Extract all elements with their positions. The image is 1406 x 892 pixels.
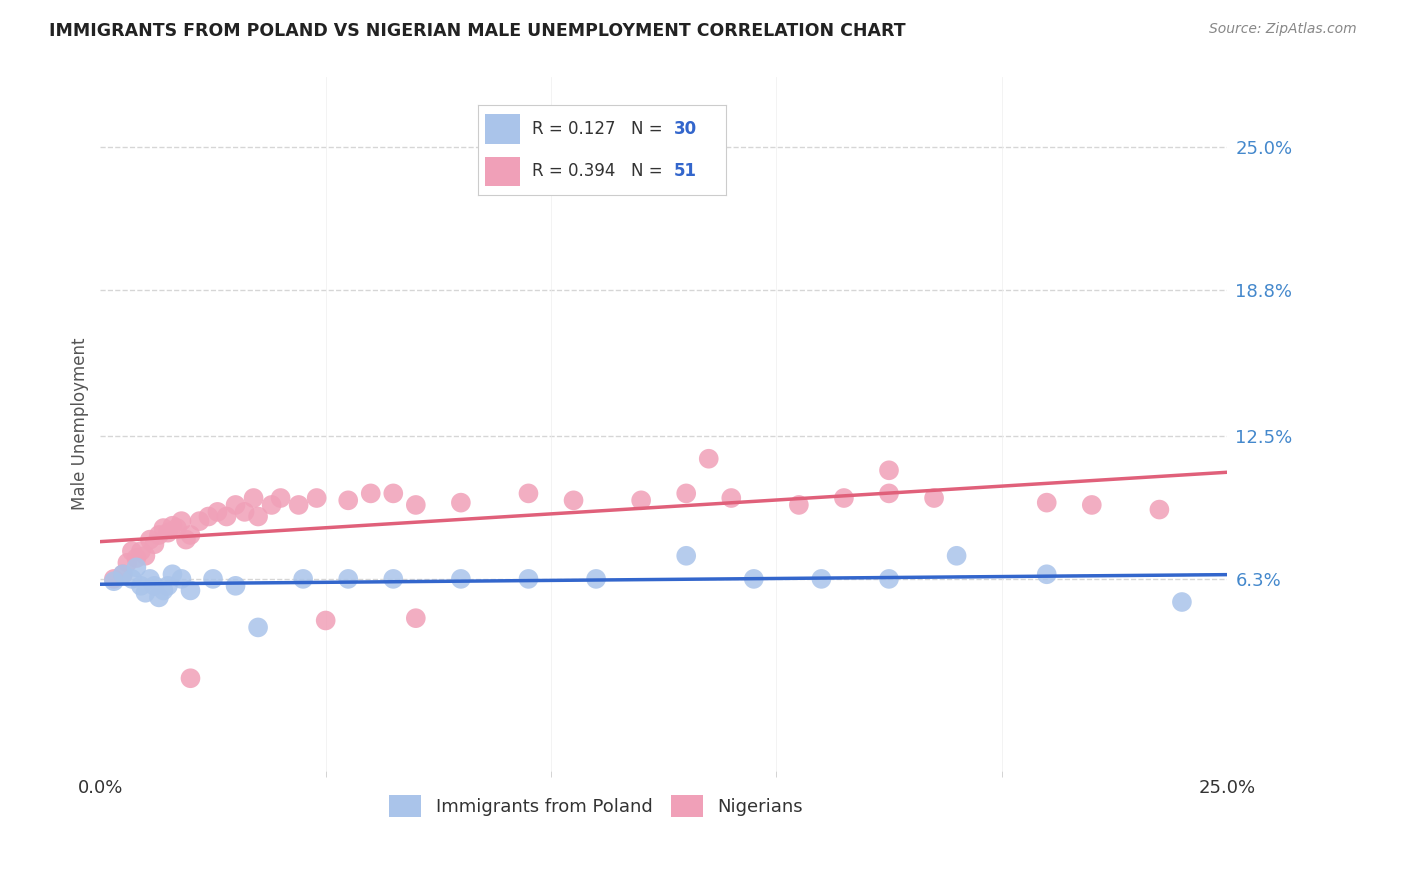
Point	[162, 518, 184, 533]
Point	[742, 572, 765, 586]
Point	[877, 463, 900, 477]
Point	[337, 493, 360, 508]
Point	[148, 591, 170, 605]
Point	[315, 614, 337, 628]
Point	[337, 572, 360, 586]
Point	[697, 451, 720, 466]
Point	[121, 544, 143, 558]
Point	[139, 533, 162, 547]
Point	[630, 493, 652, 508]
Point	[152, 521, 174, 535]
Point	[121, 572, 143, 586]
Point	[125, 551, 148, 566]
Point	[162, 567, 184, 582]
Point	[517, 572, 540, 586]
Text: IMMIGRANTS FROM POLAND VS NIGERIAN MALE UNEMPLOYMENT CORRELATION CHART: IMMIGRANTS FROM POLAND VS NIGERIAN MALE …	[49, 22, 905, 40]
Point	[170, 514, 193, 528]
Point	[787, 498, 810, 512]
Point	[405, 611, 427, 625]
Point	[134, 549, 156, 563]
Point	[143, 579, 166, 593]
Point	[247, 509, 270, 524]
Point	[877, 572, 900, 586]
Point	[129, 579, 152, 593]
Point	[117, 556, 139, 570]
Point	[197, 509, 219, 524]
Point	[111, 567, 134, 582]
Point	[1171, 595, 1194, 609]
Point	[170, 572, 193, 586]
Point	[450, 495, 472, 509]
Point	[134, 586, 156, 600]
Point	[143, 537, 166, 551]
Point	[233, 505, 256, 519]
Point	[111, 567, 134, 582]
Point	[207, 505, 229, 519]
Point	[260, 498, 283, 512]
Point	[139, 572, 162, 586]
Point	[129, 544, 152, 558]
Point	[103, 574, 125, 589]
Text: Source: ZipAtlas.com: Source: ZipAtlas.com	[1209, 22, 1357, 37]
Point	[156, 579, 179, 593]
Point	[405, 498, 427, 512]
Point	[270, 491, 292, 505]
Point	[382, 486, 405, 500]
Point	[225, 498, 247, 512]
Point	[179, 671, 201, 685]
Point	[225, 579, 247, 593]
Legend: Immigrants from Poland, Nigerians: Immigrants from Poland, Nigerians	[381, 788, 810, 824]
Point	[152, 583, 174, 598]
Point	[810, 572, 832, 586]
Y-axis label: Male Unemployment: Male Unemployment	[72, 338, 89, 510]
Point	[922, 491, 945, 505]
Point	[1081, 498, 1104, 512]
Point	[675, 549, 697, 563]
Point	[360, 486, 382, 500]
Point	[247, 620, 270, 634]
Point	[103, 572, 125, 586]
Point	[148, 528, 170, 542]
Point	[832, 491, 855, 505]
Point	[174, 533, 197, 547]
Point	[720, 491, 742, 505]
Point	[945, 549, 967, 563]
Point	[179, 528, 201, 542]
Point	[562, 493, 585, 508]
Point	[1035, 567, 1057, 582]
Point	[215, 509, 238, 524]
Point	[517, 486, 540, 500]
Point	[179, 583, 201, 598]
Point	[382, 572, 405, 586]
Point	[450, 572, 472, 586]
Point	[305, 491, 328, 505]
Point	[125, 560, 148, 574]
Point	[242, 491, 264, 505]
Point	[292, 572, 315, 586]
Point	[1149, 502, 1171, 516]
Point	[287, 498, 309, 512]
Point	[188, 514, 211, 528]
Point	[156, 525, 179, 540]
Point	[202, 572, 225, 586]
Point	[877, 486, 900, 500]
Point	[675, 486, 697, 500]
Point	[166, 521, 188, 535]
Point	[1035, 495, 1057, 509]
Point	[585, 572, 607, 586]
